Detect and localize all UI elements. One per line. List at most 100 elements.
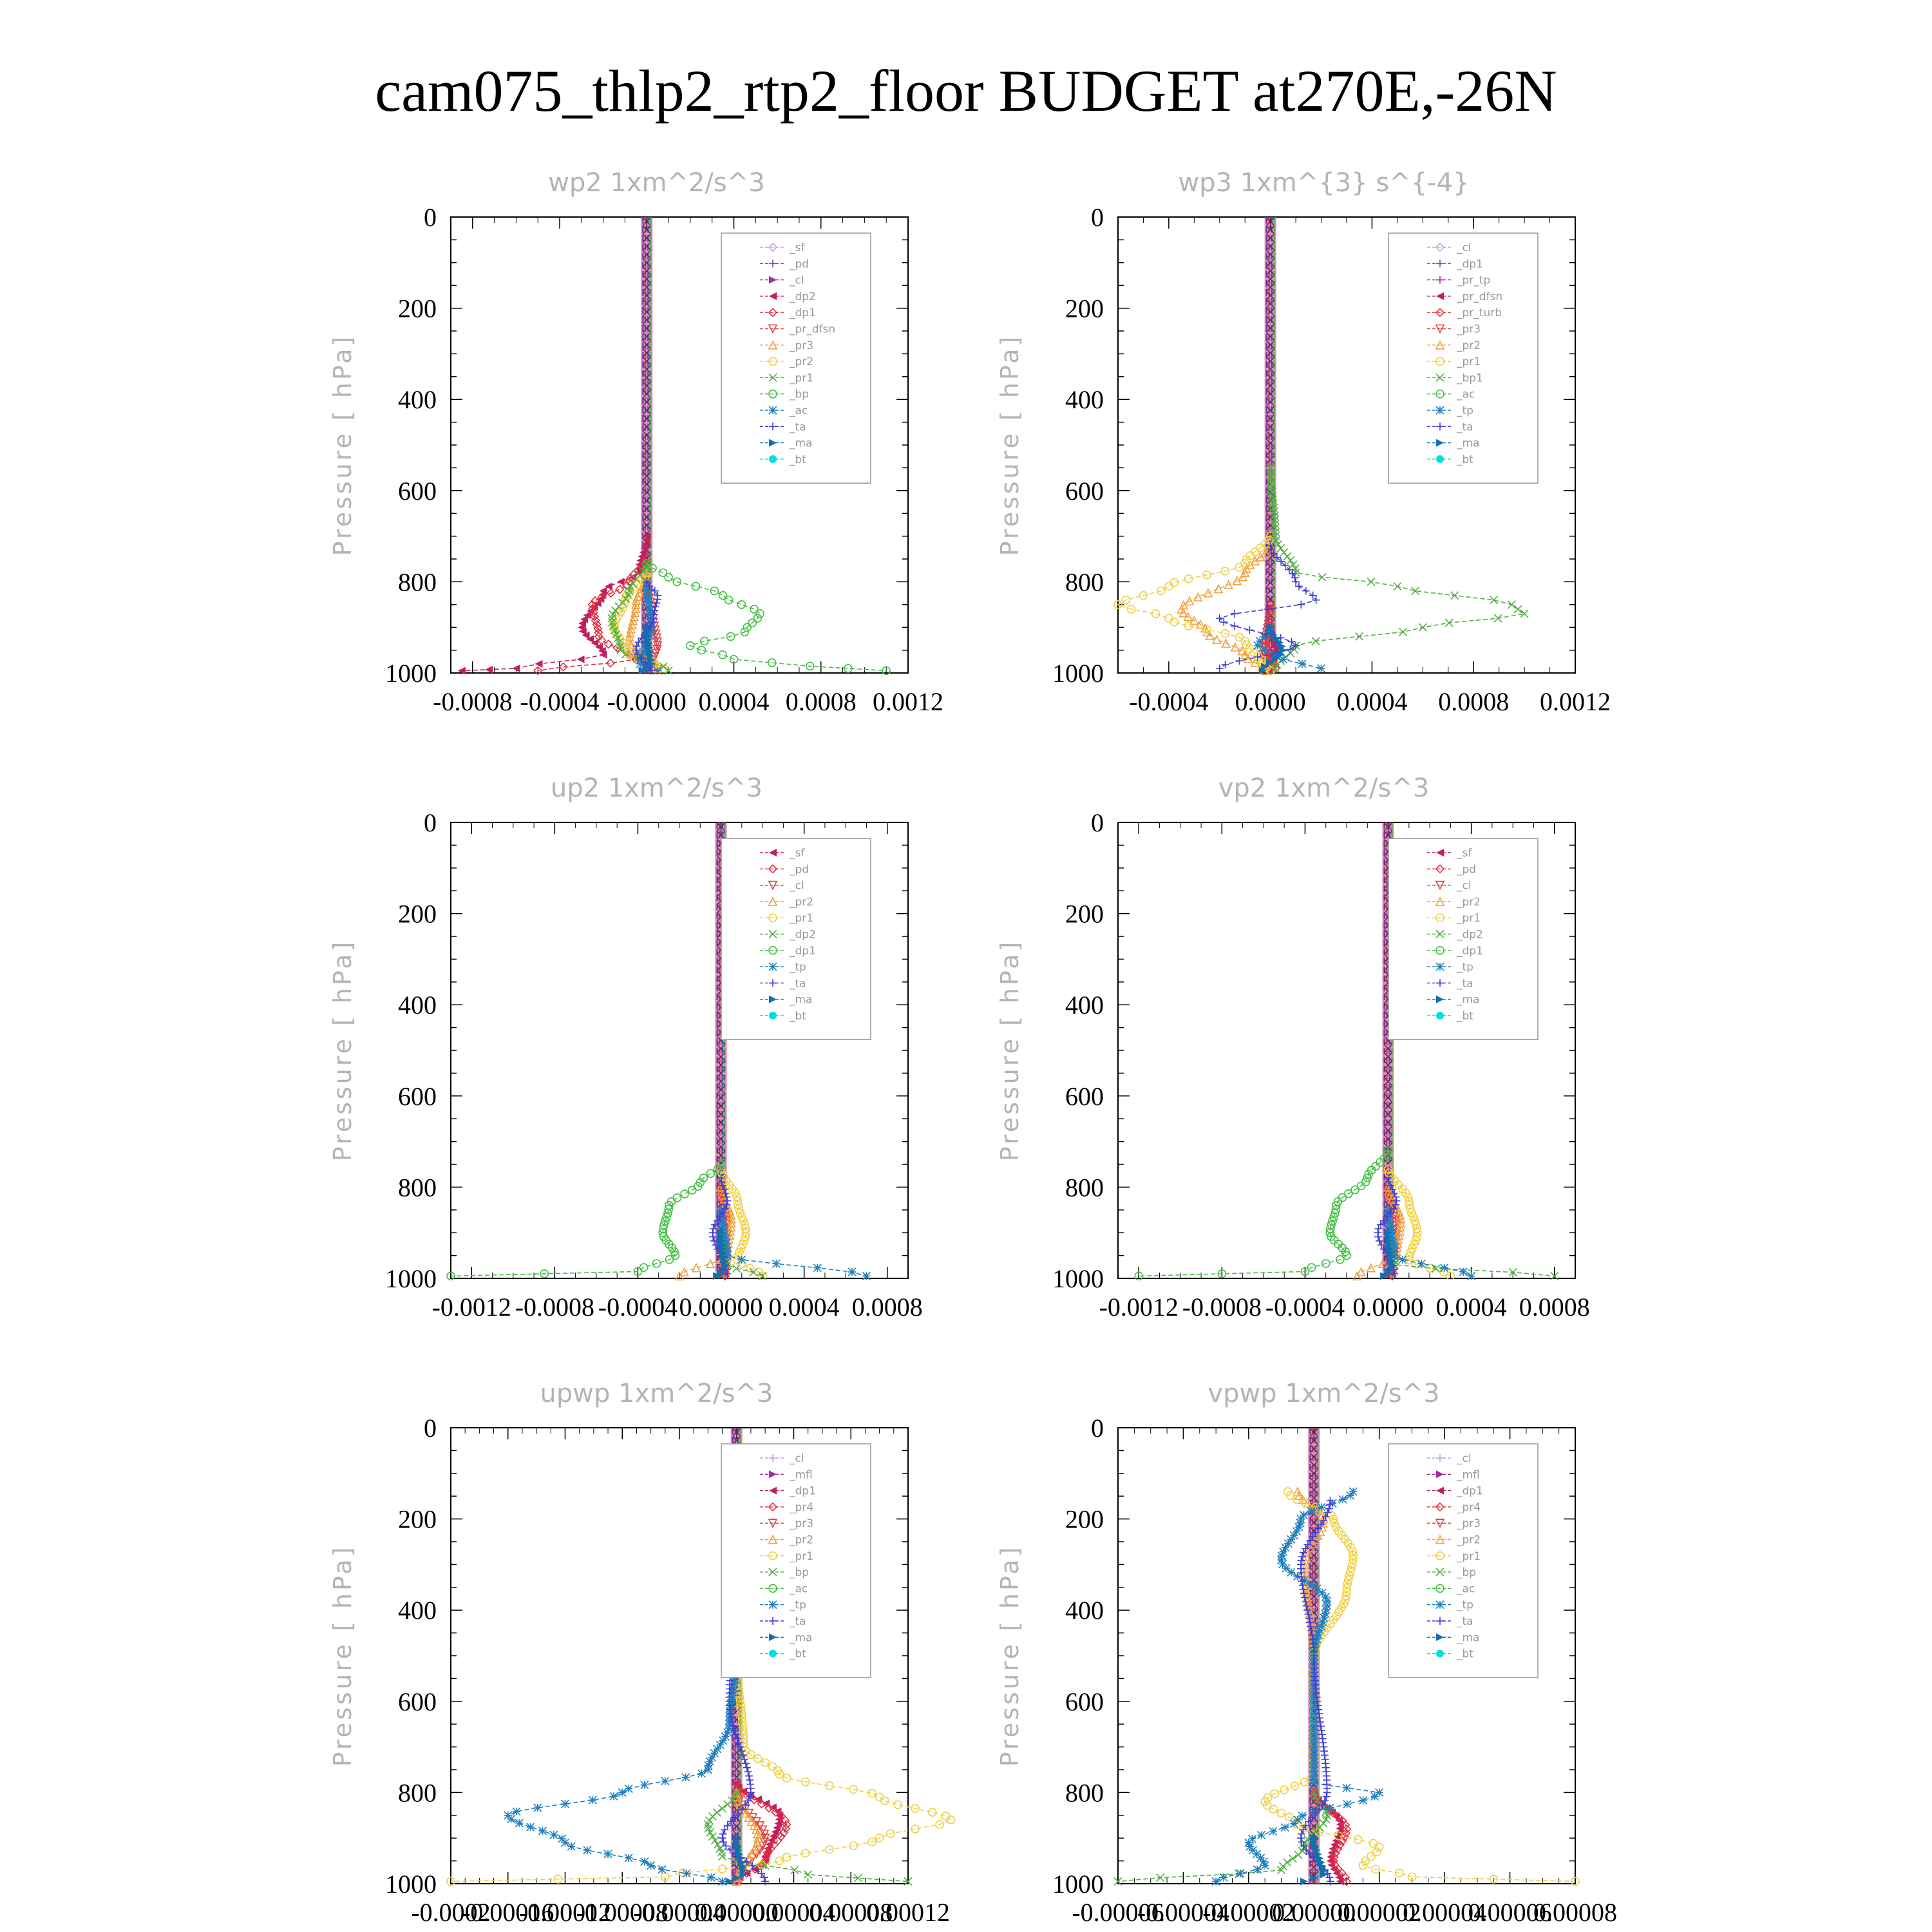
data-point	[1260, 548, 1271, 558]
data-point	[1389, 1243, 1398, 1252]
data-point	[1344, 1189, 1353, 1198]
data-point	[1309, 1808, 1318, 1817]
data-point	[723, 1728, 732, 1737]
y-tick-label: 400	[398, 990, 437, 1019]
legend-label: _cl	[789, 1452, 804, 1465]
data-point	[589, 612, 600, 621]
data-point	[632, 646, 640, 654]
zero-profile-marker	[1266, 554, 1275, 563]
zero-profile-marker	[1266, 414, 1275, 423]
x-tick-label: 0.0008	[786, 687, 857, 716]
zero-profile-marker	[642, 439, 651, 448]
data-point	[700, 636, 709, 646]
legend-label: _dp1	[789, 1485, 816, 1498]
data-point	[724, 1724, 734, 1733]
legend-label: _ta	[1456, 977, 1473, 990]
data-point	[621, 650, 630, 659]
legend-item-ac: _ac	[1427, 388, 1475, 401]
zero-profile-marker	[1266, 217, 1275, 226]
zero-profile-marker	[642, 340, 651, 349]
data-point	[717, 1218, 726, 1227]
data-point	[1220, 567, 1230, 576]
data-point	[1342, 1251, 1351, 1260]
data-point	[1299, 1842, 1307, 1850]
data-point	[687, 1186, 697, 1195]
data-point	[1244, 1838, 1253, 1847]
series-ta	[1297, 1497, 1334, 1886]
data-point	[599, 650, 607, 659]
data-point	[1346, 1491, 1355, 1500]
y-tick-label: 600	[1065, 477, 1104, 506]
data-point	[726, 1700, 735, 1709]
data-point	[620, 595, 630, 605]
data-point	[643, 590, 652, 599]
y-tick-label: 0	[1091, 808, 1104, 837]
series-pr1	[446, 1651, 956, 1886]
data-point	[741, 1759, 750, 1768]
data-point	[767, 658, 777, 667]
zero-profile-marker	[1266, 324, 1275, 333]
y-tick-label: 600	[398, 1687, 437, 1716]
zero-profile-marker	[1309, 1518, 1318, 1527]
legend-label: _pr2	[1456, 896, 1481, 909]
data-point	[1385, 1178, 1393, 1186]
zero-profile-marker	[732, 1436, 741, 1445]
data-point	[1550, 1271, 1559, 1281]
zero-profile-marker	[716, 1044, 726, 1053]
legend-marker	[1436, 995, 1444, 1003]
x-tick-label: 0.00002	[1338, 1898, 1421, 1927]
data-point	[737, 1713, 746, 1723]
data-point	[1377, 1241, 1385, 1249]
data-point	[672, 577, 682, 587]
data-point	[1355, 632, 1364, 641]
data-point	[757, 1799, 766, 1809]
data-point	[1126, 605, 1136, 614]
data-point	[733, 1734, 741, 1743]
series-pr1	[1113, 531, 1275, 676]
zero-profile-marker	[642, 381, 651, 390]
x-tick-label: -0.0004	[1265, 1293, 1345, 1321]
data-point	[1309, 1705, 1318, 1714]
zero-profile-marker	[1383, 1118, 1393, 1127]
data-point	[729, 654, 739, 664]
zero-profile-marker	[642, 234, 651, 243]
data-point	[779, 1828, 789, 1837]
legend-item-sf: _sf	[760, 847, 805, 860]
data-point	[886, 1829, 895, 1838]
data-point	[1307, 1580, 1316, 1589]
data-point	[1318, 1730, 1326, 1739]
data-point	[716, 1160, 726, 1169]
data-point	[1286, 556, 1295, 565]
data-point	[705, 1757, 714, 1766]
data-point	[1383, 1213, 1391, 1221]
data-point	[1371, 1864, 1380, 1874]
data-point	[716, 1206, 726, 1215]
zero-profile-marker	[642, 430, 651, 439]
zero-profile-marker	[642, 217, 651, 226]
y-tick-label: 800	[398, 1173, 437, 1202]
data-point	[1292, 641, 1300, 650]
x-tick-label: -0.0004	[520, 687, 599, 716]
data-point	[558, 662, 568, 672]
data-point	[1317, 1622, 1326, 1631]
zero-profile-marker	[1383, 1101, 1393, 1110]
zero-profile-marker	[716, 831, 726, 840]
data-point	[721, 1189, 730, 1197]
data-point	[758, 1271, 767, 1281]
data-point	[1358, 1861, 1368, 1870]
data-point	[729, 1722, 737, 1730]
data-point	[1300, 1777, 1309, 1787]
data-point	[1374, 1225, 1383, 1233]
legend-item-cl: _cl	[760, 274, 804, 287]
data-point	[1269, 631, 1278, 639]
legend-label: _ma	[789, 1631, 812, 1644]
y-tick-label: 400	[1065, 385, 1104, 414]
data-point	[1309, 1725, 1318, 1734]
data-point	[1338, 1495, 1347, 1504]
data-point	[1326, 1501, 1334, 1509]
zero-profile-marker	[1309, 1485, 1318, 1494]
zero-profile-marker	[716, 1068, 726, 1077]
data-point	[734, 1809, 743, 1817]
data-point	[679, 1267, 690, 1276]
data-point	[686, 641, 695, 650]
